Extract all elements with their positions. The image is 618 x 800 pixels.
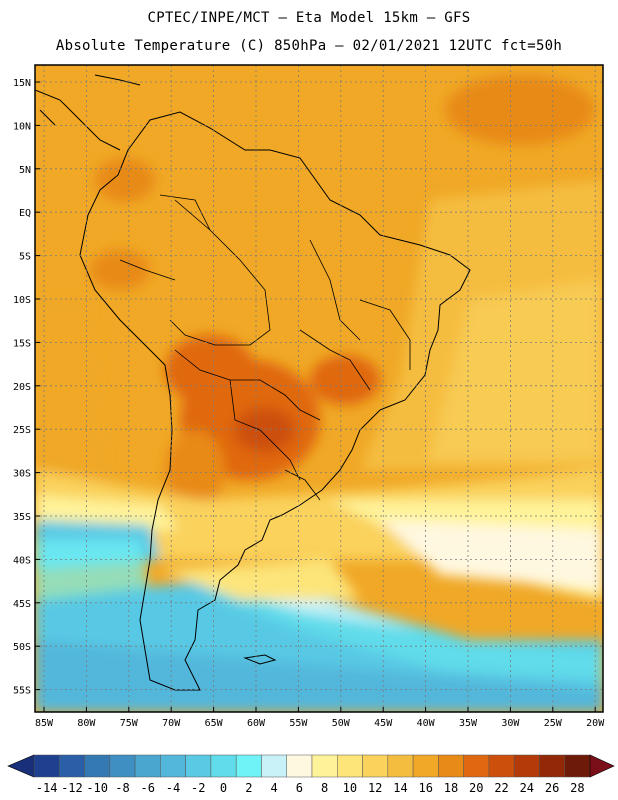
colorbar-swatch (463, 754, 490, 778)
colorbar-swatch (412, 754, 439, 778)
lat-label: 15N (13, 78, 31, 89)
colorbar-label: -14 (36, 781, 58, 795)
colorbar-label: -8 (115, 781, 129, 795)
central-america-coastline (35, 74, 141, 151)
lon-label: 60W (247, 718, 266, 729)
colorbar-label: -6 (141, 781, 155, 795)
colorbar-label: 28 (570, 781, 584, 795)
lon-label: 20W (586, 718, 605, 729)
colorbar-label: 26 (545, 781, 559, 795)
colorbar-swatch (564, 754, 591, 778)
lon-label: 85W (35, 718, 54, 729)
lat-label: 55S (13, 686, 31, 697)
colorbar-label: 0 (220, 781, 227, 795)
lon-label: 30W (501, 718, 520, 729)
lat-label: 5N (19, 165, 31, 176)
colorbar-label: 16 (419, 781, 433, 795)
colorbar-high-arrow (589, 754, 615, 778)
colorbar-label: 4 (270, 781, 277, 795)
colorbar-label: 20 (469, 781, 483, 795)
lat-label: 25S (13, 425, 31, 436)
lon-label: 55W (289, 718, 308, 729)
colorbar-label: 2 (245, 781, 252, 795)
lon-label: 70W (162, 718, 181, 729)
colorbar-swatch (160, 754, 186, 778)
colorbar-swatch (33, 754, 60, 778)
south-america-coastline (79, 111, 471, 691)
lon-label: 35W (459, 718, 478, 729)
colorbar-swatch (185, 754, 212, 778)
colorbar-swatch (438, 754, 464, 778)
colorbar-swatch (387, 754, 414, 778)
colorbar-swatch (261, 754, 287, 778)
colorbar-low-arrow (7, 754, 35, 778)
colorbar-label: -10 (86, 781, 108, 795)
colorbar-label: 18 (444, 781, 458, 795)
colorbar-label: 6 (296, 781, 303, 795)
colorbar-swatch (235, 754, 262, 778)
colorbar-swatch (513, 754, 540, 778)
colorbar-label: 8 (321, 781, 328, 795)
lat-label: 50S (13, 642, 31, 653)
colorbar-label: -2 (191, 781, 205, 795)
coastlines (35, 74, 471, 691)
colorbar-swatch (337, 754, 363, 778)
lon-label: 75W (120, 718, 139, 729)
lat-label: 10N (13, 121, 31, 132)
colorbar: -14 -12 -10 -8 -6 -4 -2 0 2 4 6 8 10 12 14 16 18 20 22 24 26… (7, 754, 615, 795)
latitude-labels: 15N 10N 5N EQ 5S 10S 15S 20S 25S 30S 35S 40S 45S 50S 5… (13, 78, 40, 697)
lat-label: 10S (13, 295, 31, 306)
colorbar-label: 10 (343, 781, 357, 795)
lat-label: 30S (13, 469, 31, 480)
lat-label: 45S (13, 599, 31, 610)
colorbar-label: 14 (393, 781, 407, 795)
colorbar-swatch (362, 754, 389, 778)
title-line-2: Absolute Temperature (C) 850hPa — 02/01/… (56, 38, 562, 54)
colorbar-swatch (488, 754, 515, 778)
lat-label: 15S (13, 338, 31, 349)
title-line-1: CPTEC/INPE/MCT — Eta Model 15km — GFS (148, 10, 471, 26)
lon-label: 80W (77, 718, 96, 729)
colorbar-swatch (84, 754, 111, 778)
lon-label: 50W (332, 718, 351, 729)
lat-label: 5S (19, 252, 31, 263)
colorbar-swatch (286, 754, 313, 778)
colorbar-label: 12 (368, 781, 382, 795)
falkland-islands (243, 654, 277, 665)
lat-label: 40S (13, 555, 31, 566)
map-frame (34, 64, 604, 713)
lat-label: 35S (13, 512, 31, 523)
lat-label: 20S (13, 382, 31, 393)
colorbar-swatch (311, 754, 338, 778)
lon-label: 40W (417, 718, 436, 729)
temperature-field (35, 65, 603, 712)
colorbar-label: -12 (61, 781, 83, 795)
lon-label: 65W (205, 718, 224, 729)
lon-label: 45W (374, 718, 393, 729)
colorbar-label: 22 (494, 781, 508, 795)
longitude-labels: 85W 80W 75W 70W 65W 60W 55W 50W 45W 40W 35W 30W 25W 2… (35, 707, 605, 729)
colorbar-swatch (539, 754, 565, 778)
colorbar-label: -4 (166, 781, 180, 795)
colorbar-swatch (109, 754, 136, 778)
colorbar-swatch (134, 754, 161, 778)
colorbar-label: 24 (520, 781, 534, 795)
lat-label: EQ (19, 208, 31, 219)
colorbar-swatch (210, 754, 237, 778)
country-borders (119, 194, 411, 501)
colorbar-swatch (59, 754, 85, 778)
lon-label: 25W (544, 718, 563, 729)
